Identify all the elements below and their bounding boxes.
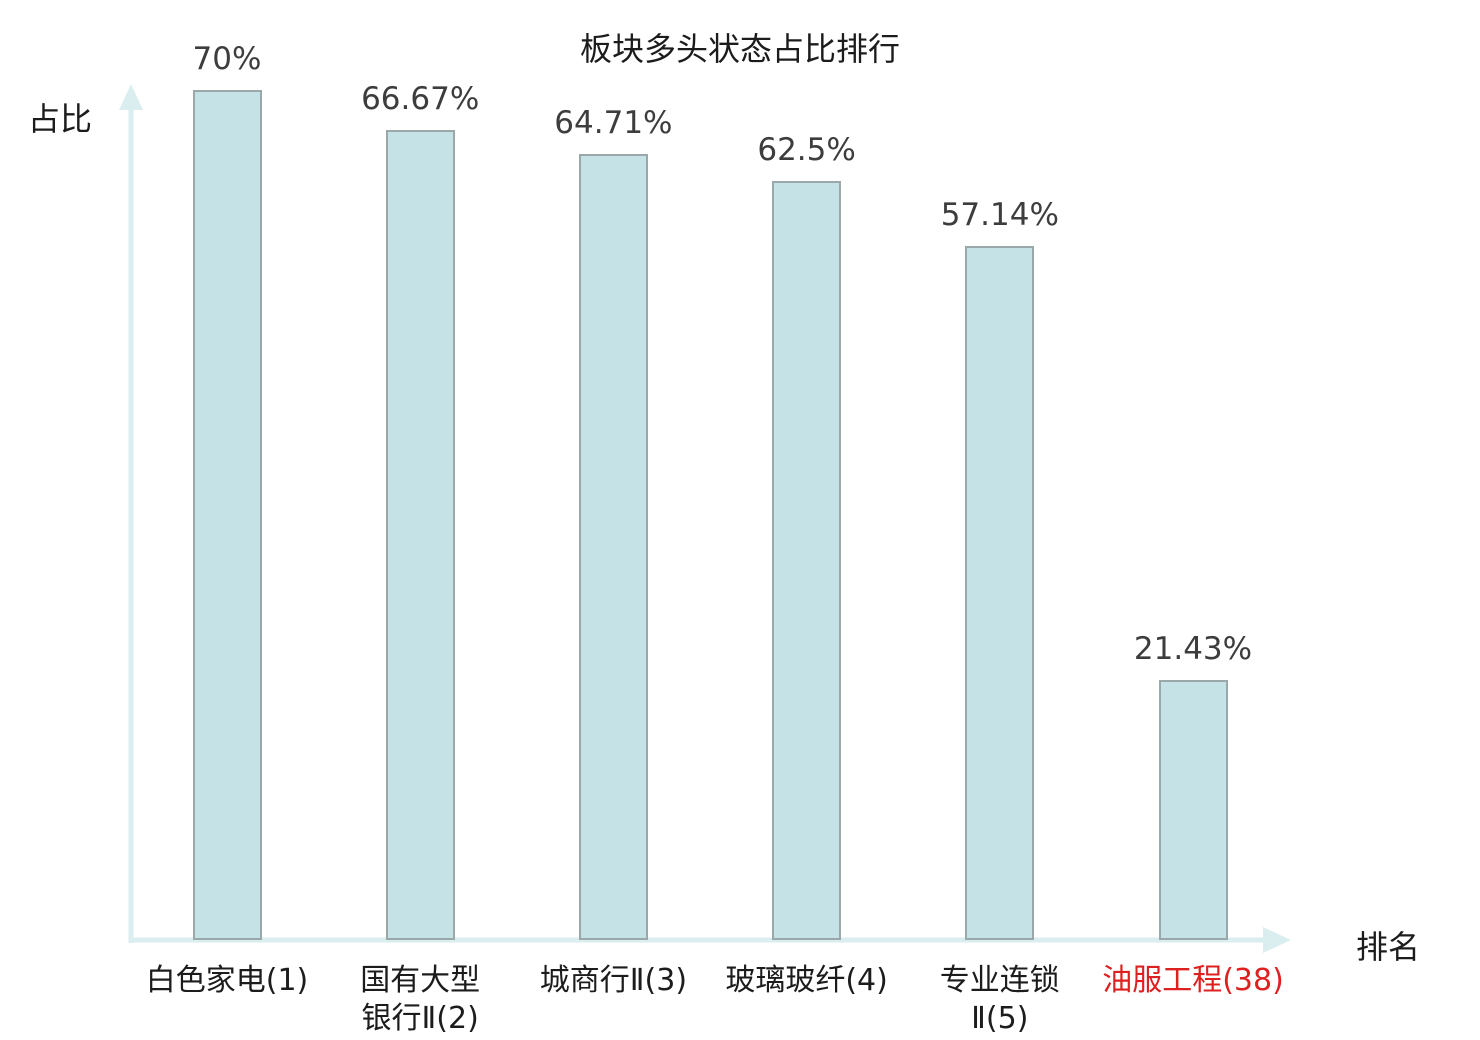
bar <box>385 130 455 940</box>
bar <box>578 154 648 940</box>
x-axis-arrow-icon <box>1263 927 1291 953</box>
bar-value-label: 64.71% <box>554 105 673 142</box>
category-label: 白色家电(1) <box>145 963 309 998</box>
category-label: 油服工程(38) <box>1102 963 1284 998</box>
y-axis-arrow-icon <box>119 84 143 110</box>
bar <box>772 181 842 940</box>
category-label: 城商行Ⅱ(3) <box>539 963 688 998</box>
bar-value-label: 66.67% <box>361 81 480 118</box>
bar-value-label: 70% <box>192 41 262 77</box>
bar <box>1158 679 1228 940</box>
bar-value-label: 57.14% <box>940 197 1059 234</box>
bar-value-label: 62.5% <box>757 132 856 169</box>
y-axis-label: 占比 <box>28 100 93 138</box>
bar <box>965 246 1035 940</box>
bar <box>192 90 262 940</box>
x-axis-label: 排名 <box>1356 928 1421 966</box>
bar-value-label: 21.43% <box>1133 630 1253 667</box>
category-label: 玻璃玻纤(4) <box>725 963 888 998</box>
category-label: 专业连锁 Ⅱ(5) <box>939 963 1060 1037</box>
category-label: 国有大型 银行Ⅱ(2) <box>360 963 481 1037</box>
chart-title: 板块多头状态占比排行 <box>579 30 900 68</box>
